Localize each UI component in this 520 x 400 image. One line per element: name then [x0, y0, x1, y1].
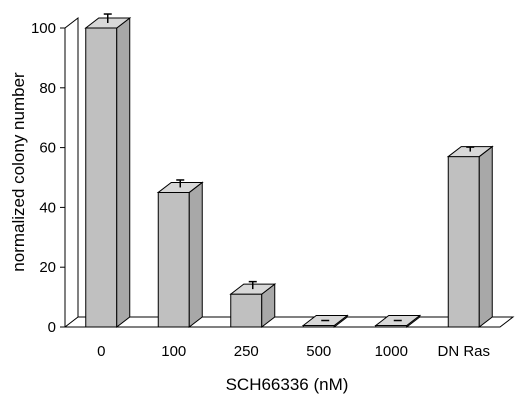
- bar: [301, 314, 349, 329]
- chart-walls: [63, 16, 515, 328]
- bar: [229, 280, 277, 329]
- y-tick-label: 0: [48, 319, 56, 336]
- bar-side: [478, 145, 493, 329]
- bar-front: [157, 191, 190, 328]
- x-tick-label: DN Ras: [437, 343, 490, 360]
- bar: [446, 145, 494, 329]
- y-tick-label: 40: [39, 199, 56, 216]
- y-tick-label: 80: [39, 80, 56, 97]
- bar-front: [447, 156, 480, 328]
- bar: [84, 13, 132, 329]
- x-tick-label: 1000: [375, 343, 408, 360]
- x-axis-title: SCH66336 (nM): [226, 375, 349, 394]
- bar-side: [116, 16, 131, 329]
- x-tick-label: 100: [161, 343, 186, 360]
- back-wall-left: [64, 16, 79, 327]
- x-axis-ticks: 0 100 250 500 1000 DN Ras: [97, 343, 490, 360]
- bar-front: [230, 293, 263, 328]
- bar-side: [188, 181, 203, 329]
- y-axis-title: normalized colony number: [9, 72, 28, 272]
- bars: [84, 13, 494, 329]
- y-tick-label: 60: [39, 140, 56, 157]
- chart-floor: [63, 316, 515, 328]
- y-tick-label: 20: [39, 259, 56, 276]
- x-tick-label: 500: [306, 343, 331, 360]
- y-axis-ticks: 0 20 40 60 80 100: [31, 20, 65, 336]
- bar: [156, 179, 204, 329]
- x-tick-label: 0: [97, 343, 105, 360]
- x-tick-label: 250: [234, 343, 259, 360]
- bar: [374, 314, 422, 329]
- bar-front: [85, 27, 118, 328]
- y-tick-label: 100: [31, 20, 56, 37]
